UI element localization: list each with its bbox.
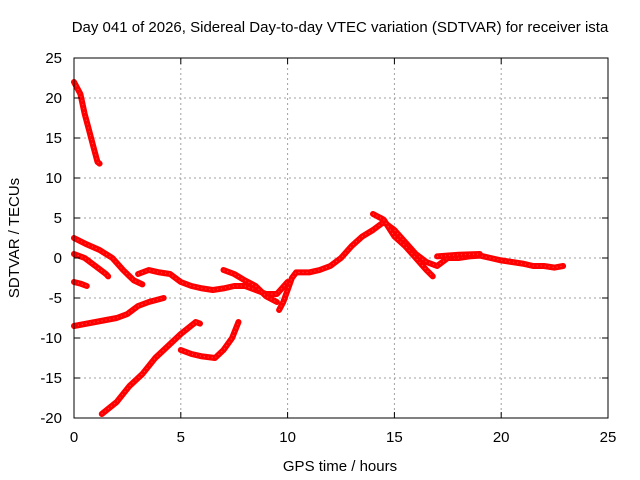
y-tick-label: 0 [54,250,62,267]
y-tick-label: 25 [45,50,62,67]
y-tick-label: 5 [54,210,62,227]
y-tick-label: -15 [40,370,62,387]
series-track-5 [71,295,167,329]
series-track-7 [177,319,242,361]
y-tick-label: -10 [40,330,62,347]
series-track-1 [71,79,103,167]
y-axis-label: SDTVAR / TECUs [6,178,23,298]
x-axis: 0 5 10 15 20 25 [70,58,617,446]
x-tick-label: 15 [386,429,403,446]
x-tick-label: 20 [493,429,510,446]
series-track-6 [98,319,203,417]
series-track-3-texture [73,253,109,277]
x-axis-label: GPS time / hours [283,458,397,475]
series-track-11-texture [372,213,434,277]
y-tick-label: -5 [49,290,62,307]
y-tick-label: 15 [45,130,62,147]
series-layer [71,79,567,417]
series-track-4 [71,279,90,289]
x-tick-label: 10 [279,429,296,446]
x-tick-label: 0 [70,429,78,446]
y-axis: -20 -15 -10 -5 0 5 10 15 20 25 [40,50,608,427]
chart-title: Day 041 of 2026, Sidereal Day-to-day VTE… [72,19,609,36]
y-tick-label: 20 [45,90,62,107]
x-tick-label: 25 [600,429,617,446]
y-tick-label: -20 [40,410,62,427]
series-track-8 [135,267,291,297]
x-tick-label: 5 [177,429,185,446]
series-track-12 [434,251,483,260]
y-tick-label: 10 [45,170,62,187]
series-track-10-texture [278,221,564,311]
plot-frame [73,57,609,419]
series-track-2 [71,235,146,288]
series-track-3 [71,251,112,280]
series-track-9-texture [223,269,278,303]
